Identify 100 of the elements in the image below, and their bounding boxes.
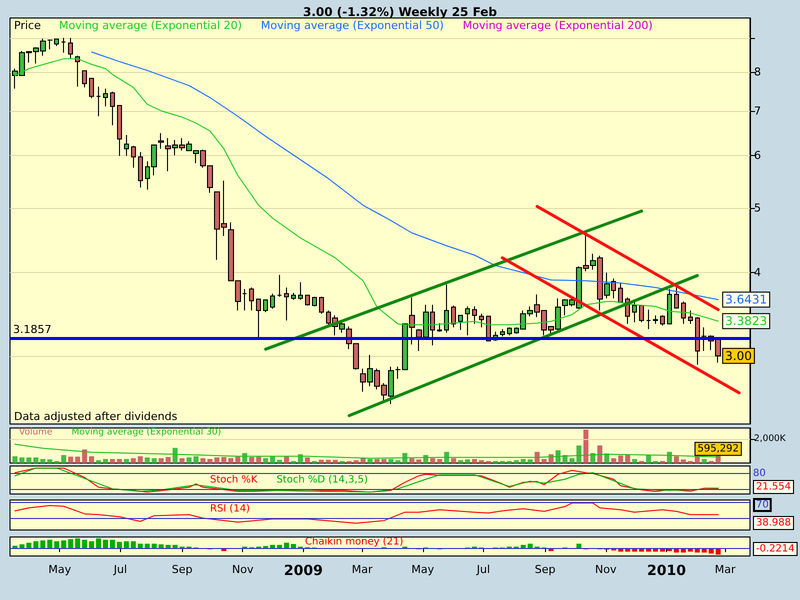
x-tick-label: Jul [112,563,128,576]
x-tick-label: Nov [595,563,618,576]
bar [235,456,240,463]
bar [124,459,129,463]
bar [437,459,442,463]
candlestick [688,310,693,324]
x-tick-label: Sep [172,563,192,576]
bar [138,456,143,463]
bar [61,455,66,463]
bar [277,544,282,548]
bar [374,459,380,463]
bar [61,540,66,548]
bar [68,539,74,548]
bar [33,457,38,463]
text: 38.988 [756,518,791,528]
candlestick [660,314,665,326]
candlestick [653,314,658,324]
bar [576,544,582,548]
candlestick [61,37,66,54]
bar [472,459,477,463]
bar [256,456,262,463]
bar [116,459,122,463]
bar [166,544,171,548]
ref-line-label: 80 [753,468,766,479]
x-tick-label: Mar [352,563,373,576]
bar [270,544,276,548]
bar [263,458,268,463]
bar [318,460,324,463]
bar [556,450,561,463]
bar [368,459,373,463]
series-label: Moving average (Exponential 30) [71,428,222,438]
y-axis-title: Price [14,19,42,32]
bar [646,455,652,463]
bar [618,455,624,463]
bar [186,457,192,463]
candlestick [158,132,164,150]
bar [576,445,582,463]
legend-label: Moving average (Exponential 200) [462,19,653,32]
candlestick [479,313,484,328]
candlestick [465,306,470,336]
text: 70 [756,500,769,510]
candlestick [507,326,512,336]
x-tick-label: Jul [476,563,490,576]
text: -0.2214 [756,544,795,554]
bar [242,453,248,463]
bar [277,460,282,463]
bar [110,459,115,463]
bar [458,460,464,463]
candlestick [68,37,73,60]
bar [381,459,386,463]
bar [89,541,94,548]
bar [172,544,178,548]
series-label: Chaikin money (21) [305,536,404,548]
bar [632,459,638,463]
bar [207,459,212,463]
bar [180,458,185,463]
bar [416,459,422,463]
bar [360,458,366,463]
candlestick [451,305,456,328]
y-tick-label: 4 [754,266,761,280]
x-tick-label: 2010 [646,563,686,579]
x-tick-label: May [48,563,72,576]
candlestick [124,134,129,156]
candlestick [458,314,463,331]
bar [96,460,102,463]
x-tick-label: Sep [534,563,556,576]
data-label: 3.3823 [725,314,768,328]
bar [130,541,136,548]
y-tick-label: 6 [754,148,761,162]
bar [12,456,18,463]
text: Volume [19,428,53,438]
data-label: 3.6431 [725,292,768,307]
candlestick [131,145,136,168]
candlestick [674,286,679,308]
candlestick [639,305,644,323]
bar [409,458,414,463]
bar [284,456,290,463]
bar [124,541,129,548]
candlestick [138,152,143,188]
candlestick [263,299,268,313]
bar [96,538,102,548]
y-tick-label: 7 [754,104,761,118]
bar [702,459,707,463]
bar [290,544,296,548]
candlestick [284,286,289,321]
bar [68,456,74,463]
bar [200,458,206,463]
y-tick-label: 2,000K [754,434,787,444]
bar [542,459,547,463]
text: 21.554 [756,482,791,492]
bar [228,458,234,463]
bar [40,459,46,463]
bar [19,457,24,463]
bar [138,544,143,548]
x-tick-label: Nov [232,563,254,576]
series-label: RSI (14) [210,504,250,514]
bar [249,457,254,463]
bar [158,544,164,548]
candlestick [249,286,254,311]
line-series [91,51,719,300]
